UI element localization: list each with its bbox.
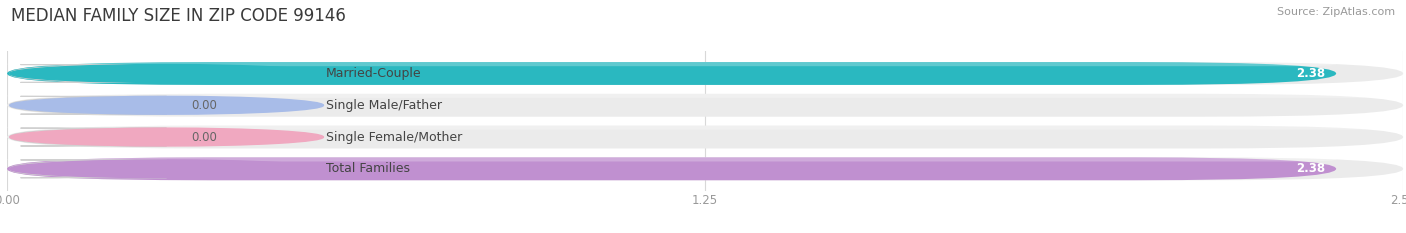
Text: Source: ZipAtlas.com: Source: ZipAtlas.com	[1277, 7, 1395, 17]
FancyBboxPatch shape	[7, 62, 1336, 85]
Text: Single Male/Father: Single Male/Father	[326, 99, 443, 112]
Circle shape	[10, 128, 323, 146]
FancyBboxPatch shape	[7, 94, 1403, 98]
FancyBboxPatch shape	[10, 160, 177, 178]
FancyBboxPatch shape	[7, 62, 1336, 66]
Text: Total Families: Total Families	[326, 162, 411, 175]
FancyBboxPatch shape	[7, 157, 1336, 180]
FancyBboxPatch shape	[10, 65, 177, 82]
Text: 0.00: 0.00	[191, 130, 217, 144]
FancyBboxPatch shape	[7, 126, 1403, 148]
Text: 2.38: 2.38	[1296, 67, 1324, 80]
FancyBboxPatch shape	[7, 94, 1403, 117]
FancyBboxPatch shape	[10, 96, 177, 114]
FancyBboxPatch shape	[7, 157, 1336, 161]
Text: Single Female/Mother: Single Female/Mother	[326, 130, 463, 144]
Text: MEDIAN FAMILY SIZE IN ZIP CODE 99146: MEDIAN FAMILY SIZE IN ZIP CODE 99146	[11, 7, 346, 25]
FancyBboxPatch shape	[7, 157, 1403, 180]
Circle shape	[10, 160, 323, 178]
Text: 2.38: 2.38	[1296, 162, 1324, 175]
FancyBboxPatch shape	[10, 128, 177, 146]
FancyBboxPatch shape	[7, 62, 1403, 85]
Circle shape	[10, 96, 323, 114]
Text: 0.00: 0.00	[191, 99, 217, 112]
Circle shape	[10, 65, 323, 82]
Text: Married-Couple: Married-Couple	[326, 67, 422, 80]
FancyBboxPatch shape	[7, 126, 1403, 130]
